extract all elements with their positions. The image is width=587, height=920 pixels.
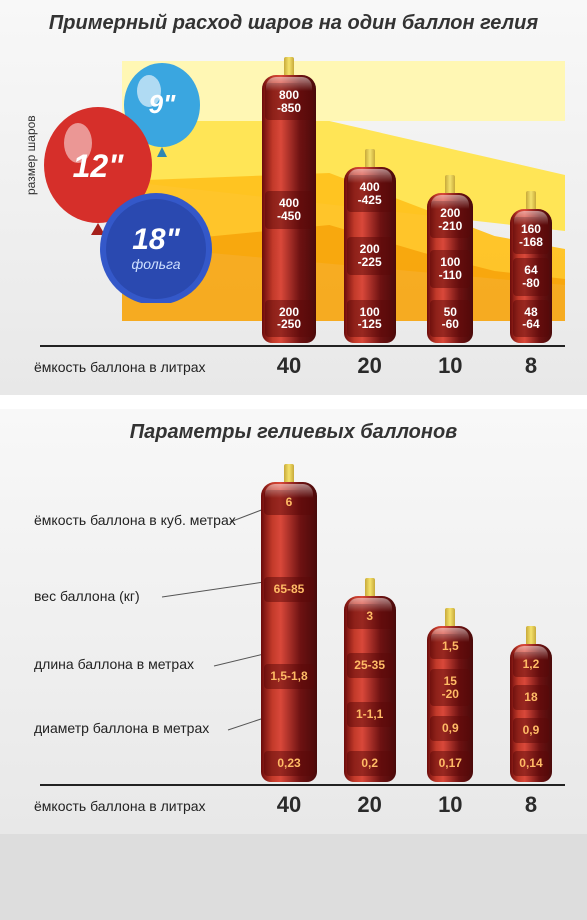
chart2-x-axis-label: ёмкость баллона в литрах [34,798,206,814]
chart1-title: Примерный расход шаров на один баллон ге… [18,12,569,35]
tank-slot: 1,5 15 -20 0,9 0,17 [416,626,484,782]
chart2-tanks-row: 6 65-85 1,5-1,8 0,23 3 25-35 1-1,1 0,2 1,5 15 -20… [255,452,565,782]
chart1-tanks-row: 800 -850 400 -450 200 -250 400 -425 200 -225… [255,43,565,343]
cylinder-value-cell: 200 -225 [347,237,393,274]
tank-slot: 1,2 18 0,9 0,14 [497,644,565,782]
svg-text:9": 9" [149,89,176,119]
cylinder-value-cell: 0,14 [513,751,549,776]
tank-slot: 160 -168 64 -80 48 -64 [497,209,565,343]
cylinder-value-cell: 200 -210 [430,201,470,238]
cylinder-value-cell: 400 -450 [265,191,313,228]
helium-cylinder-20l: 3 25-35 1-1,1 0,2 [344,596,396,782]
cylinder-value-cell: 0,2 [347,751,393,776]
cylinder-value-cell: 200 -250 [265,300,313,337]
balloon-size-illustration: 9" 12" 18" фольга [34,63,244,303]
chart1-x-axis-label: ёмкость баллона в литрах [34,359,206,375]
param-label-weight: вес баллона (кг) [34,588,140,604]
cylinder-value-cell: 0,23 [264,751,314,776]
cylinder-value-cell: 1,5 [430,634,470,659]
cylinder-value-cell: 0,17 [430,751,470,776]
tick-label: 10 [416,792,484,818]
tick-label: 10 [416,353,484,379]
tick-label: 40 [255,792,323,818]
chart2-axis-line [40,784,565,786]
balloon-foil-sublabel: фольга [131,256,180,272]
tick-label: 8 [497,792,565,818]
chart1-plot-area: размер шаров 9" 12" [40,45,565,385]
tank-slot: 6 65-85 1,5-1,8 0,23 [255,482,323,782]
cylinder-value-cell: 3 [347,604,393,629]
param-label-volume: ёмкость баллона в куб. метрах [34,512,236,528]
helium-cylinder-10l: 200 -210 100 -110 50 -60 [427,193,473,343]
tank-slot: 200 -210 100 -110 50 -60 [416,193,484,343]
cylinder-value-cell: 6 [264,490,314,515]
helium-cylinder-10l: 1,5 15 -20 0,9 0,17 [427,626,473,782]
tick-label: 40 [255,353,323,379]
balloon-18in-foil-icon: 18" фольга [100,193,212,303]
cylinder-value-cell: 400 -425 [347,175,393,212]
chart-cylinder-parameters: Параметры гелиевых баллонов ёмкость балл… [0,409,587,834]
cylinder-value-cell: 1,2 [513,652,549,677]
svg-text:18": 18" [132,223,180,256]
chart-balloon-consumption: Примерный расход шаров на один баллон ге… [0,0,587,395]
cylinder-value-cell: 64 -80 [513,258,549,295]
svg-text:12": 12" [73,148,125,184]
chart2-title: Параметры гелиевых баллонов [18,421,569,444]
cylinder-value-cell: 800 -850 [265,83,313,120]
chart2-param-labels: ёмкость баллона в куб. метрах вес баллон… [34,454,248,782]
param-label-diameter: диаметр баллона в метрах [34,720,209,736]
tank-slot: 400 -425 200 -225 100 -125 [336,167,404,343]
tick-label: 8 [497,353,565,379]
chart2-plot-area: ёмкость баллона в куб. метрах вес баллон… [40,454,565,824]
helium-cylinder-8l: 1,2 18 0,9 0,14 [510,644,552,782]
tick-label: 20 [336,792,404,818]
cylinder-value-cell: 65-85 [264,577,314,602]
tank-slot: 3 25-35 1-1,1 0,2 [336,596,404,782]
helium-cylinder-20l: 400 -425 200 -225 100 -125 [344,167,396,343]
cylinder-value-cell: 50 -60 [430,300,470,337]
cylinder-value-cell: 100 -110 [430,250,470,287]
helium-cylinder-40l: 800 -850 400 -450 200 -250 [262,75,316,343]
cylinder-value-cell: 0,9 [513,718,549,743]
tank-slot: 800 -850 400 -450 200 -250 [255,75,323,343]
chart2-tick-labels: 40 20 10 8 [255,792,565,818]
chart1-tick-labels: 40 20 10 8 [255,353,565,379]
cylinder-value-cell: 15 -20 [430,669,470,706]
helium-cylinder-40l: 6 65-85 1,5-1,8 0,23 [261,482,317,782]
cylinder-value-cell: 25-35 [347,653,393,678]
param-label-length: длина баллона в метрах [34,656,194,672]
cylinder-value-cell: 18 [513,685,549,710]
cylinder-value-cell: 48 -64 [513,300,549,337]
cylinder-value-cell: 160 -168 [513,217,549,254]
cylinder-value-cell: 1,5-1,8 [264,664,314,689]
chart1-axis-line [40,345,565,347]
tick-label: 20 [336,353,404,379]
helium-cylinder-8l: 160 -168 64 -80 48 -64 [510,209,552,343]
cylinder-value-cell: 100 -125 [347,300,393,337]
cylinder-value-cell: 0,9 [430,716,470,741]
cylinder-value-cell: 1-1,1 [347,702,393,727]
